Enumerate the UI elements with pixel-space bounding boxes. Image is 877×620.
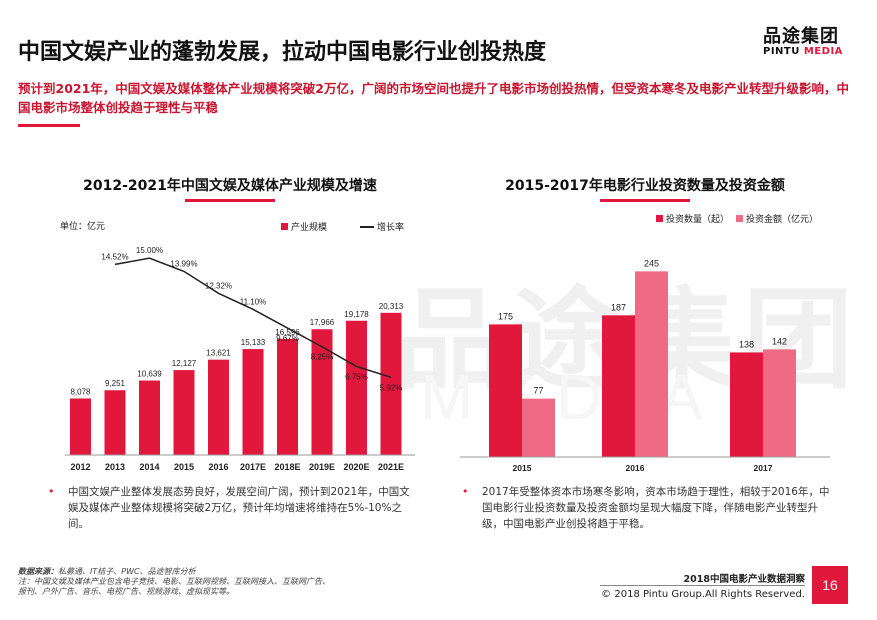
left-growth-label: 13.99% [170,259,197,268]
left-bar-value-label: 19,178 [344,310,369,319]
left-x-tick-label: 2020E [343,462,369,472]
left-note: • 中国文娱产业整体发展态势良好，发展空间广阔，预计到2021年，中国文娱及媒体… [48,484,420,532]
left-growth-label: 12.32% [205,281,232,290]
left-legend: 产业规模 增长率 [281,221,404,232]
page-title: 中国文娱产业的蓬勃发展，拉动中国电影行业创投热度 [18,40,547,65]
right-chart: 投资数量（起） 投资金额（亿元） 175 77 2015 187 245 2016 138 1… [460,213,830,473]
left-bar-value-label: 10,639 [137,370,162,379]
right-bar-amount [635,271,668,457]
right-chart-title: 2015-2017年电影行业投资数量及投资金额 [505,178,785,194]
left-bar-value-label: 13,621 [206,349,231,358]
source-note-2: 报刊、户外广告、音乐、电视广告、视频游戏、虚拟现实等。 [18,587,234,596]
left-x-tick-label: 2012 [70,462,90,472]
brand-logo: 品途集团 PINTU MEDIA [763,22,863,57]
right-legend: 投资数量（起） 投资金额（亿元） [656,213,818,224]
left-growth-label: 11.10% [240,297,267,306]
left-bar [208,359,229,455]
left-growth-label: 9.67% [276,334,299,343]
left-chart: 单位：亿元 产业规模 增长率 8,078 2012 9,251 2013 10,639 2… [60,220,415,472]
left-bar [70,398,91,455]
logo-en-media: MEDIA [803,46,843,57]
left-growth-label: 8.25% [311,353,334,362]
right-bar-amount [522,398,555,457]
left-growth-line [114,257,392,379]
right-bar-count [489,324,522,457]
left-bar [173,370,195,455]
subtitle-accent-line [18,124,80,127]
left-chart-title-underline [185,199,275,202]
logo-en-pintu: PINTU [763,46,800,57]
left-x-tick-label: 2018E [274,462,300,472]
left-chart-title: 2012-2021年中国文娱及媒体产业规模及增速 [83,178,377,194]
right-bar-value-label: 142 [772,336,787,346]
left-x-tick-label: 2015 [174,462,194,472]
left-growth-label: 6.75% [345,372,368,381]
right-legend-amount-swatch [736,215,743,222]
left-bar [380,312,402,455]
left-x-tick-label: 2014 [139,462,159,472]
source-note-1: 注：中国文娱及媒体产业包含电子竞技、电影、互联网视频、互联网接入、互联网广告、 [18,577,330,586]
right-bar-value-label: 138 [739,339,754,349]
left-bar [104,390,126,455]
left-x-tick-label: 2021E [378,462,404,472]
left-bar [139,380,160,455]
left-growth-label: 14.52% [101,252,128,261]
left-bar-value-label: 15,133 [241,338,266,347]
source-head: 数据来源： [18,567,58,576]
left-legend-bar-label: 产业规模 [291,221,327,232]
footer-divider [600,585,805,586]
left-bar [242,349,264,455]
right-bar-count [730,352,763,457]
left-x-tick-label: 2017E [240,462,266,472]
left-x-tick-label: 2013 [105,462,125,472]
left-bar [311,329,333,455]
left-x-tick-label: 2019E [309,462,335,472]
right-legend-count-swatch [656,215,663,222]
right-x-tick-label: 2017 [754,463,773,473]
right-bar-value-label: 245 [644,258,659,268]
right-bar-value-label: 77 [533,386,543,396]
page-number: 16 [812,566,848,604]
page-subtitle: 预计到2021年，中国文娱及媒体整体产业规模将突破2万亿，广阔的市场空间也提升了… [18,81,849,115]
right-bar-value-label: 187 [611,302,626,312]
footer-copyright: © 2018 Pintu Group.All Rights Reserved. [601,589,805,600]
right-legend-amount-label: 投资金额（亿元） [746,213,818,224]
data-source: 数据来源：私募通、IT桔子、PWC、品途智库分析 注：中国文娱及媒体产业包含电子… [18,567,418,597]
right-bar-value-label: 175 [498,311,513,321]
left-legend-line-label: 增长率 [377,221,404,232]
right-legend-count-label: 投资数量（起） [666,213,729,224]
logo-english: PINTU MEDIA [763,46,863,57]
left-unit-label: 单位：亿元 [60,220,105,231]
left-bar-value-label: 9,251 [105,379,126,388]
right-note-text: 2017年受整体资本市场寒冬影响，资本市场趋于理性，相较于2016年，中国电影行… [482,486,830,530]
right-x-tick-label: 2015 [513,463,532,473]
left-growth-label: 5.92% [380,383,403,392]
right-bar-count [602,315,635,457]
logo-chinese: 品途集团 [763,26,839,47]
left-note-bullet: • [48,485,55,498]
right-bar-amount [763,349,796,457]
right-note-bullet: • [462,485,469,498]
left-bar [346,320,367,455]
right-x-tick-label: 2016 [626,463,645,473]
left-bar-value-label: 16,596 [275,328,300,337]
left-bar-value-label: 20,313 [379,302,404,311]
right-note: • 2017年受整体资本市场寒冬影响，资本市场趋于理性，相较于2016年，中国电… [462,484,834,532]
footer-report-title: 2018中国电影产业数据洞察 [683,574,805,585]
left-bar [277,338,298,455]
left-note-text: 中国文娱产业整体发展态势良好，发展空间广阔，预计到2021年，中国文娱及媒体产业… [68,486,410,530]
left-legend-bar-swatch [281,223,288,230]
left-growth-label: 15.00% [136,246,163,255]
right-chart-title-underline [600,199,690,202]
left-bar-value-label: 12,127 [172,359,197,368]
source-text: 私募通、IT桔子、PWC、品途智库分析 [58,567,196,576]
left-bar-value-label: 8,078 [70,387,91,396]
left-bar-value-label: 17,966 [310,318,335,327]
left-x-tick-label: 2016 [208,462,228,472]
